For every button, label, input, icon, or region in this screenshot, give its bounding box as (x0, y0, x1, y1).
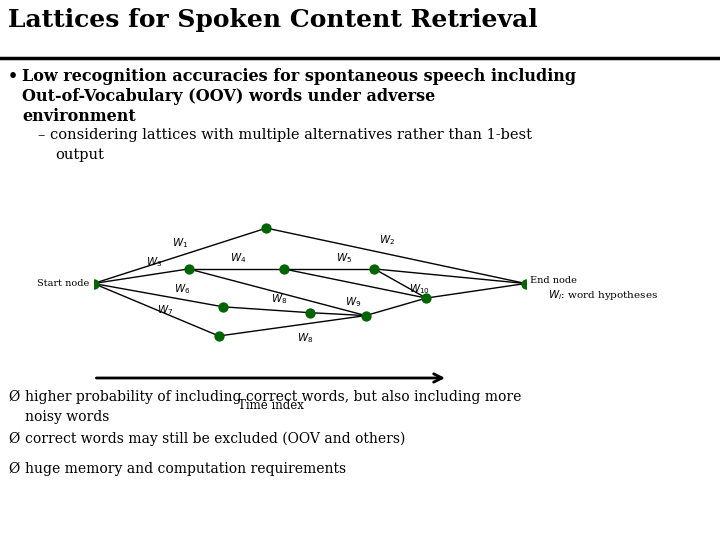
Text: Out-of-Vocabulary (OOV) words under adverse: Out-of-Vocabulary (OOV) words under adve… (22, 88, 436, 105)
Text: $W_i$: word hypotheses: $W_i$: word hypotheses (548, 288, 658, 302)
Text: Start node: Start node (37, 279, 89, 288)
Point (213, 332, 225, 340)
Text: – considering lattices with multiple alternatives rather than 1-best: – considering lattices with multiple alt… (38, 128, 532, 142)
Point (183, 265, 194, 273)
Text: $W_7$: $W_7$ (157, 303, 173, 317)
Point (304, 308, 315, 317)
Point (420, 294, 432, 302)
Point (360, 311, 372, 320)
Text: End node: End node (530, 276, 577, 285)
Text: output: output (55, 148, 104, 162)
Point (278, 265, 289, 273)
Text: $W_6$: $W_6$ (174, 282, 190, 296)
Point (88, 279, 99, 288)
Text: $W_9$: $W_9$ (345, 295, 361, 309)
Text: environment: environment (22, 108, 136, 125)
Text: Time index: Time index (238, 399, 304, 412)
Point (261, 224, 272, 232)
Text: •: • (8, 68, 18, 85)
Text: $W_8$: $W_8$ (297, 331, 313, 345)
Text: Low recognition accuracies for spontaneous speech including: Low recognition accuracies for spontaneo… (22, 68, 576, 85)
Text: Ø: Ø (8, 390, 19, 404)
Text: higher probability of including correct words, but also including more: higher probability of including correct … (25, 390, 521, 404)
Text: Ø: Ø (8, 432, 19, 446)
Text: correct words may still be excluded (OOV and others): correct words may still be excluded (OOV… (25, 432, 405, 447)
Text: Ø: Ø (8, 462, 19, 476)
Text: huge memory and computation requirements: huge memory and computation requirements (25, 462, 346, 476)
Text: noisy words: noisy words (25, 410, 109, 424)
Point (369, 265, 380, 273)
Text: $W_2$: $W_2$ (379, 233, 395, 247)
Text: $W_{10}$: $W_{10}$ (409, 282, 431, 296)
Text: $W_4$: $W_4$ (230, 252, 246, 265)
Point (217, 302, 229, 311)
Text: $W_5$: $W_5$ (336, 252, 352, 265)
Text: Lattices for Spoken Content Retrieval: Lattices for Spoken Content Retrieval (8, 8, 538, 32)
Text: $W_1$: $W_1$ (172, 236, 188, 250)
Text: $W_3$: $W_3$ (146, 255, 162, 269)
Point (520, 279, 531, 288)
Text: $W_8$: $W_8$ (271, 292, 287, 306)
